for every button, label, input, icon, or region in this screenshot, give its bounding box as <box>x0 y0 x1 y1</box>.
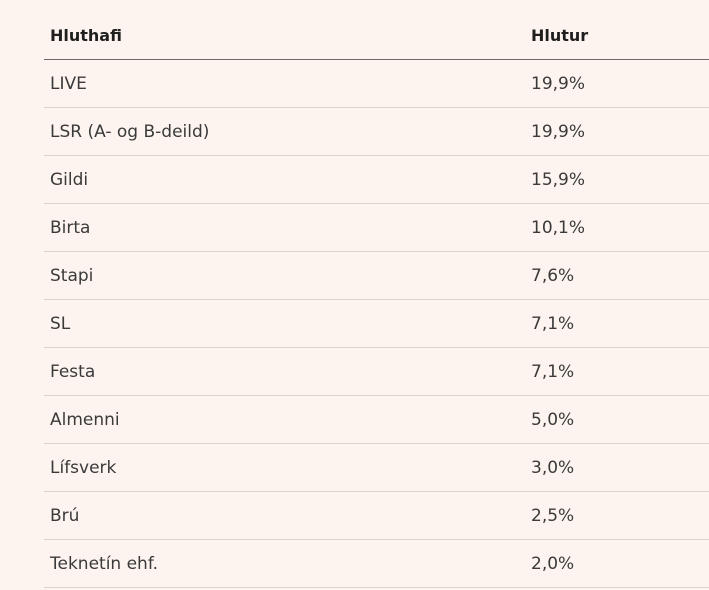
holder-cell: LSR (A- og B-deild) <box>50 121 210 142</box>
table-row: LSR (A- og B-deild) 19,9% <box>44 108 709 156</box>
holder-cell: LIVE <box>50 73 87 94</box>
holder-cell: SL <box>50 313 71 334</box>
share-cell: 2,0% <box>531 553 575 574</box>
table-row: SL 7,1% <box>44 300 709 348</box>
table-header: Hluthafi Hlutur <box>44 12 709 60</box>
header-holder: Hluthafi <box>50 26 122 45</box>
share-cell: 10,1% <box>531 217 586 238</box>
table-row: Almenni 5,0% <box>44 396 709 444</box>
share-cell: 19,9% <box>531 121 586 142</box>
table-row: Stapi 7,6% <box>44 252 709 300</box>
share-cell: 7,1% <box>531 313 575 334</box>
share-cell: 2,5% <box>531 505 575 526</box>
holder-cell: Festa <box>50 361 96 382</box>
table-row: LIVE 19,9% <box>44 60 709 108</box>
table-row: Festa 7,1% <box>44 348 709 396</box>
holder-cell: Almenni <box>50 409 120 430</box>
table-row: Gildi 15,9% <box>44 156 709 204</box>
header-share: Hlutur <box>531 26 589 45</box>
holder-cell: Teknetín ehf. <box>50 553 158 574</box>
holder-cell: Lífsverk <box>50 457 117 478</box>
share-cell: 5,0% <box>531 409 575 430</box>
shareholder-table: Hluthafi Hlutur LIVE 19,9% LSR (A- og B-… <box>44 12 709 588</box>
share-cell: 3,0% <box>531 457 575 478</box>
table-row: Brú 2,5% <box>44 492 709 540</box>
holder-cell: Birta <box>50 217 91 238</box>
table-row: Birta 10,1% <box>44 204 709 252</box>
holder-cell: Gildi <box>50 169 89 190</box>
holder-cell: Brú <box>50 505 80 526</box>
holder-cell: Stapi <box>50 265 94 286</box>
share-cell: 7,6% <box>531 265 575 286</box>
share-cell: 19,9% <box>531 73 586 94</box>
share-cell: 15,9% <box>531 169 586 190</box>
share-cell: 7,1% <box>531 361 575 382</box>
table-row: Teknetín ehf. 2,0% <box>44 540 709 588</box>
table-row: Lífsverk 3,0% <box>44 444 709 492</box>
